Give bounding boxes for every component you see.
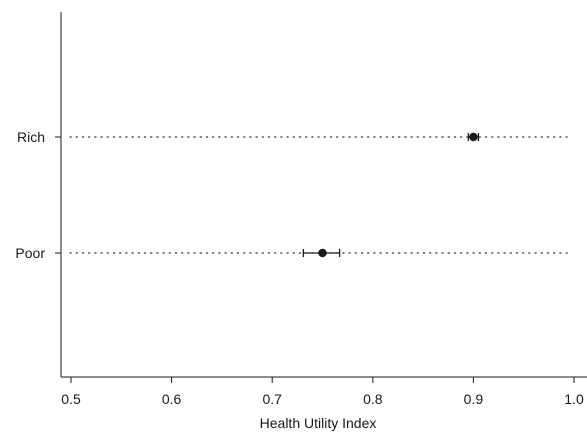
x-tick-label: 0.5 [61,391,81,407]
x-tick-label: 1.0 [564,391,584,407]
x-tick-label: 0.8 [363,391,383,407]
x-tick-label: 0.6 [162,391,182,407]
data-marks [302,132,480,258]
x-tick-label: 0.9 [464,391,484,407]
x-axis-ticks: 0.5 0.6 0.7 0.8 0.9 1.0 [61,377,584,407]
axes [60,12,587,378]
x-tick-label: 0.7 [262,391,282,407]
x-axis-title: Health Utility Index [260,415,377,431]
data-point [469,132,478,142]
reference-lines [69,136,573,254]
data-point [318,248,327,258]
y-axis-labels: Rich Poor [15,129,61,261]
category-label: Poor [15,245,45,261]
category-label: Rich [17,129,45,145]
